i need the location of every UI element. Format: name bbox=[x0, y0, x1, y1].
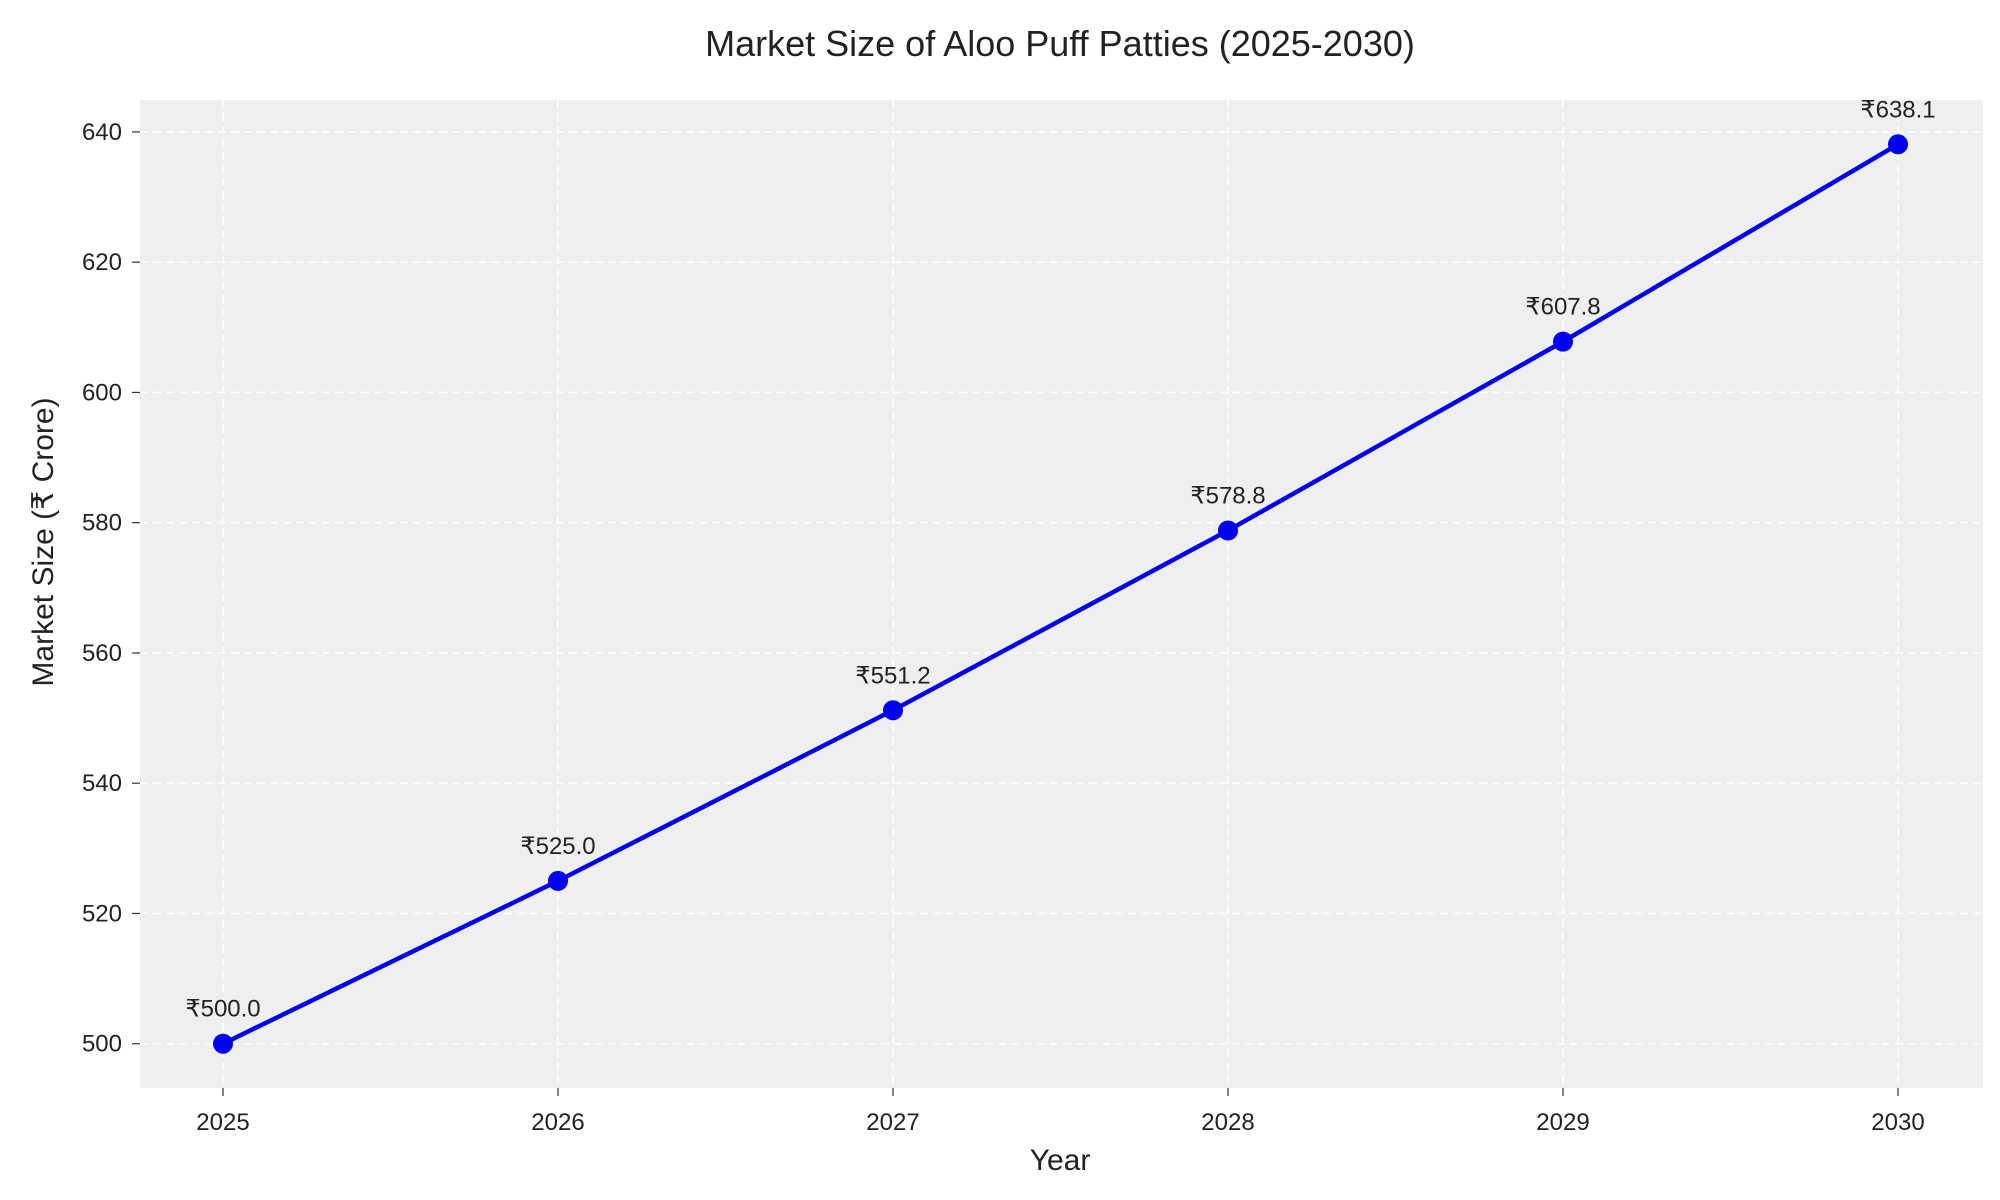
y-tick-label: 560 bbox=[82, 640, 122, 667]
x-axis-ticks: 2025 2026 2027 2028 2029 2030 bbox=[196, 1088, 1925, 1136]
x-tick-label: 2030 bbox=[1871, 1109, 1924, 1136]
x-tick-label: 2025 bbox=[196, 1109, 249, 1136]
y-tick-label: 540 bbox=[82, 770, 122, 797]
data-labels: ₹500.0 ₹525.0 ₹551.2 ₹578.8 ₹607.8 ₹638.1 bbox=[185, 96, 1935, 1022]
y-axis-ticks: 500 520 540 560 580 600 620 640 bbox=[82, 119, 140, 1058]
y-tick-label: 580 bbox=[82, 510, 122, 537]
data-label: ₹638.1 bbox=[1860, 96, 1935, 123]
data-markers bbox=[213, 134, 1908, 1054]
y-axis-title: Market Size (₹ Crore) bbox=[27, 397, 60, 686]
data-point bbox=[1888, 134, 1908, 155]
data-label: ₹551.2 bbox=[855, 662, 930, 689]
y-tick-label: 620 bbox=[82, 249, 122, 276]
data-point bbox=[1553, 331, 1573, 352]
data-point bbox=[883, 700, 903, 721]
x-axis-title: Year bbox=[1030, 1144, 1091, 1177]
data-point bbox=[213, 1033, 233, 1054]
x-tick-label: 2029 bbox=[1536, 1109, 1589, 1136]
chart-title: Market Size of Aloo Puff Patties (2025-2… bbox=[705, 23, 1415, 64]
data-point bbox=[1218, 520, 1238, 541]
plot-background bbox=[140, 100, 1983, 1088]
x-tick-label: 2027 bbox=[866, 1109, 919, 1136]
x-tick-label: 2026 bbox=[531, 1109, 584, 1136]
x-tick-label: 2028 bbox=[1201, 1109, 1254, 1136]
y-gridlines bbox=[140, 131, 1983, 1045]
y-tick-label: 600 bbox=[82, 379, 122, 406]
y-tick-label: 500 bbox=[82, 1031, 122, 1058]
data-point bbox=[548, 870, 568, 891]
data-label: ₹578.8 bbox=[1190, 482, 1265, 509]
y-tick-label: 640 bbox=[82, 119, 122, 146]
series-line bbox=[220, 142, 1901, 1046]
y-tick-label: 520 bbox=[82, 900, 122, 927]
data-label: ₹607.8 bbox=[1525, 294, 1600, 321]
x-gridlines bbox=[222, 100, 1899, 1088]
data-label: ₹525.0 bbox=[520, 833, 595, 860]
data-label: ₹500.0 bbox=[185, 996, 260, 1023]
